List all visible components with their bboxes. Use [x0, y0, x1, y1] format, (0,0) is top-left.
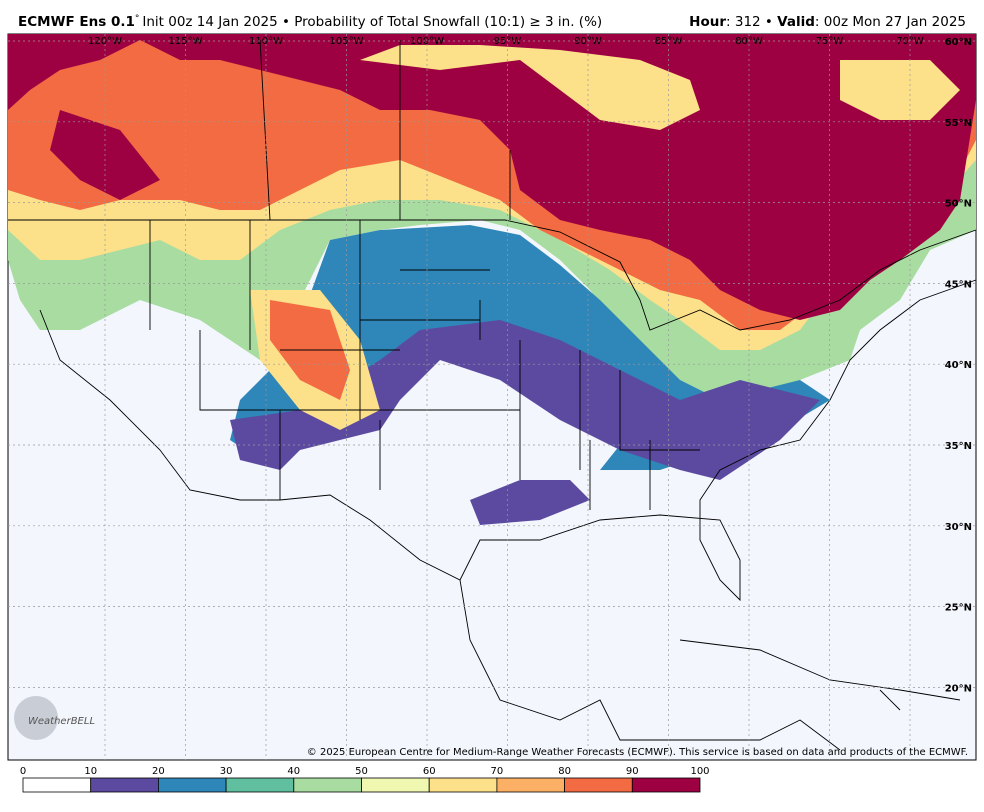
lon-label: 100°W	[410, 36, 444, 47]
lat-label: 45°N	[945, 279, 972, 290]
colorbar-tick: 80	[558, 766, 571, 777]
colorbar-bin	[564, 777, 633, 793]
coast-mexico	[459, 579, 841, 751]
lat-label: 50°N	[945, 199, 972, 210]
colorbar-bin	[22, 777, 92, 793]
lat-label: 25°N	[945, 603, 972, 614]
colorbar-bin	[157, 777, 227, 793]
colorbar: 0 10 20 30 40 50 60 70 80 90 100	[20, 766, 710, 793]
copyright: © 2025 European Centre for Medium-Range …	[307, 747, 968, 758]
lon-label: 70°W	[896, 36, 924, 47]
lat-label: 35°N	[945, 441, 972, 452]
map: 120°W 115°W 110°W 105°W 100°W 95°W 90°W 85°W 80°…	[7, 33, 977, 761]
border-canada	[8, 219, 977, 331]
logo: WeatherBELL	[14, 696, 95, 740]
colorbar-bin	[496, 777, 565, 793]
title: ECMWF Ens 0.1° Init 00z 14 Jan 2025 • Pro…	[18, 14, 602, 30]
field-60-north	[360, 45, 960, 130]
colorbar-bin	[90, 777, 159, 793]
field-90	[8, 34, 976, 320]
colorbar-tick: 20	[152, 766, 165, 777]
lon-label: 85°W	[655, 36, 683, 47]
province-lines	[259, 39, 511, 221]
lat-label: 60°N	[945, 37, 972, 48]
colorbar-bin	[293, 777, 362, 793]
state-lines	[149, 220, 700, 510]
lon-label: 80°W	[735, 36, 763, 47]
colorbar-bin	[631, 777, 701, 793]
lat-label: 20°N	[945, 683, 972, 694]
colorbar-tick: 0	[20, 766, 26, 777]
field-10	[230, 320, 820, 525]
graticule: 120°W 115°W 110°W 105°W 100°W 95°W 90°W 85°W 80°…	[8, 34, 976, 760]
logo-text: WeatherBELL	[28, 716, 95, 727]
lon-label: 110°W	[249, 36, 283, 47]
colorbar-tick: 50	[355, 766, 368, 777]
hour: : 312 •	[726, 14, 777, 30]
valid-label: Valid	[777, 14, 815, 30]
valid: : 00z Mon 27 Jan 2025	[815, 14, 966, 30]
caribbean	[679, 639, 961, 711]
lon-label: 95°W	[494, 36, 522, 47]
lon-label: 115°W	[169, 36, 203, 47]
colorbar-bin	[428, 777, 498, 793]
lon-label: 120°W	[88, 36, 122, 47]
colorbar-tick: 100	[690, 766, 709, 777]
lat-label: 30°N	[945, 522, 972, 533]
lon-label: 75°W	[816, 36, 844, 47]
init: Init 00z 14 Jan 2025 • Probability of To…	[142, 14, 602, 30]
colorbar-tick: 60	[423, 766, 436, 777]
boundaries	[8, 39, 977, 751]
lon-label: 90°W	[574, 36, 602, 47]
coast-us	[39, 279, 977, 602]
lat-label: 40°N	[945, 360, 972, 371]
colorbar-tick: 30	[220, 766, 233, 777]
colorbar-bin	[361, 777, 430, 793]
colorbar-tick: 90	[626, 766, 639, 777]
colorbar-bin	[225, 777, 295, 793]
colorbar-tick: 40	[287, 766, 300, 777]
valid-info: Hour: 312 • Valid: 00z Mon 27 Jan 2025	[689, 14, 966, 30]
colorbar-tick: 70	[491, 766, 504, 777]
degree: °	[135, 14, 140, 24]
hour-label: Hour	[689, 14, 726, 30]
model: ECMWF Ens 0.1	[18, 14, 135, 30]
colorbar-tick: 10	[84, 766, 97, 777]
lat-label: 55°N	[945, 118, 972, 129]
logo-swirl	[14, 696, 58, 740]
lon-label: 105°W	[330, 36, 364, 47]
